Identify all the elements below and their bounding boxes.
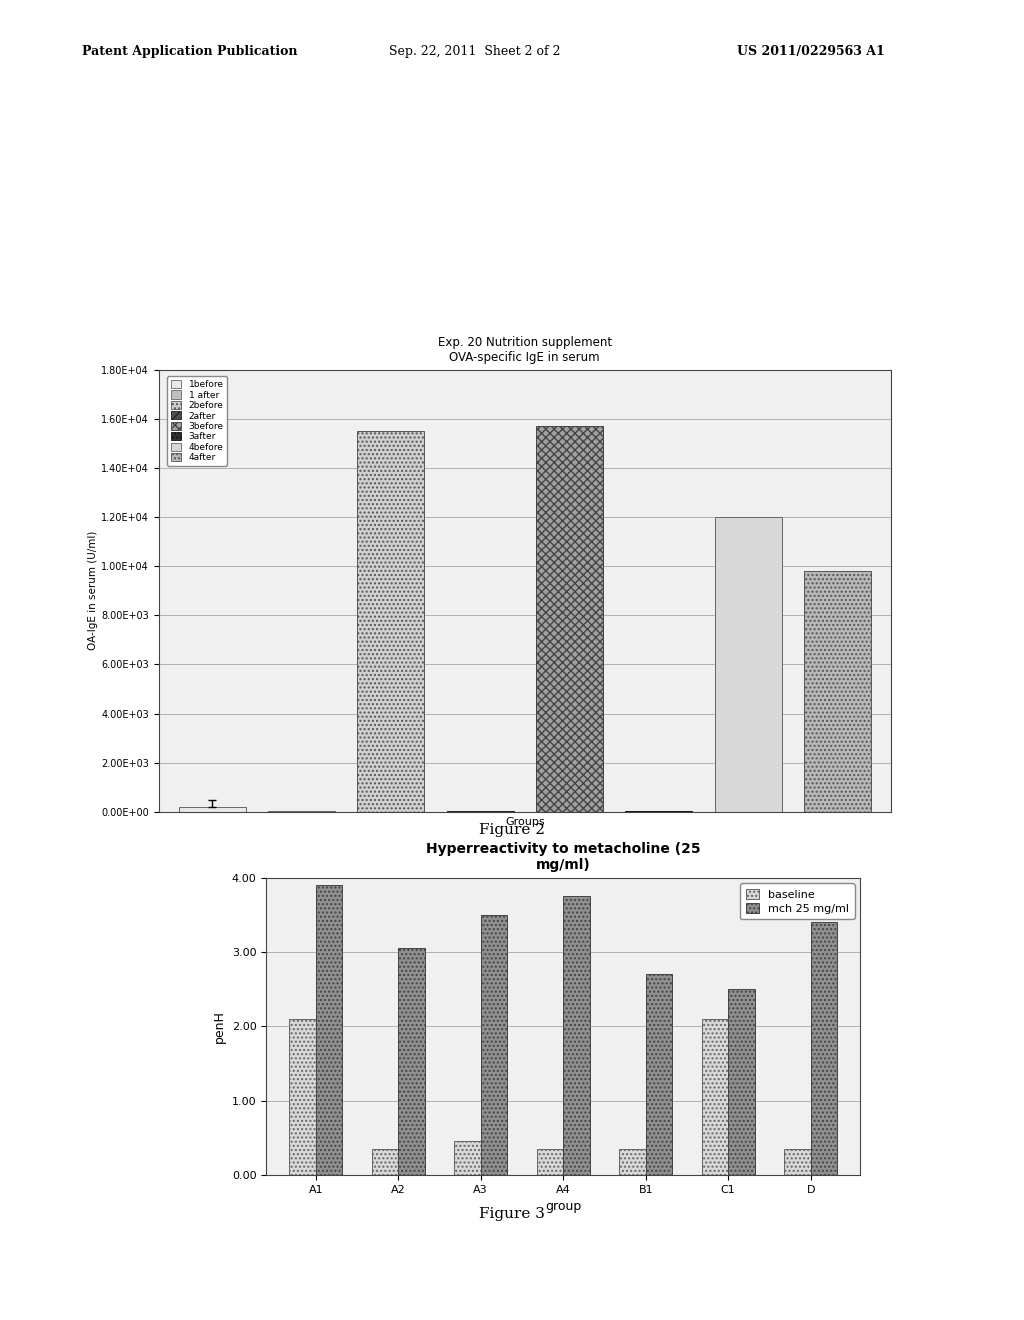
Y-axis label: penH: penH (213, 1010, 226, 1043)
Bar (455, 1142, 480, 1175)
Legend: baseline, mch 25 mg/ml: baseline, mch 25 mg/ml (740, 883, 855, 919)
Bar (537, 1148, 563, 1175)
Text: US 2011/0229563 A1: US 2011/0229563 A1 (737, 45, 885, 58)
Bar (536, 426, 603, 812)
Text: Figure 2: Figure 2 (479, 824, 545, 837)
Text: Sep. 22, 2011  Sheet 2 of 2: Sep. 22, 2011 Sheet 2 of 2 (389, 45, 560, 58)
Bar (804, 572, 870, 812)
Bar (728, 989, 755, 1175)
Y-axis label: OA-IgE in serum (U/ml): OA-IgE in serum (U/ml) (88, 531, 98, 651)
Title: Hyperreactivity to metacholine (25
mg/ml): Hyperreactivity to metacholine (25 mg/ml… (426, 842, 700, 873)
X-axis label: Groups: Groups (505, 817, 545, 828)
Text: Figure 3: Figure 3 (479, 1208, 545, 1221)
Text: Patent Application Publication: Patent Application Publication (82, 45, 297, 58)
Bar (563, 896, 590, 1175)
Title: Exp. 20 Nutrition supplement
OVA-specific IgE in serum: Exp. 20 Nutrition supplement OVA-specifi… (437, 337, 612, 364)
X-axis label: group: group (545, 1200, 582, 1213)
Bar (715, 517, 781, 812)
Bar (179, 807, 246, 812)
Legend: 1before, 1 after, 2before, 2after, 3before, 3after, 4before, 4after: 1before, 1 after, 2before, 2after, 3befo… (167, 376, 227, 466)
Bar (372, 1148, 398, 1175)
Bar (480, 915, 507, 1175)
Bar (811, 923, 837, 1175)
Bar (290, 1019, 315, 1175)
Bar (357, 432, 424, 812)
Bar (315, 886, 342, 1175)
Bar (398, 948, 425, 1175)
Bar (701, 1019, 728, 1175)
Bar (784, 1148, 811, 1175)
Bar (620, 1148, 646, 1175)
Bar (646, 974, 672, 1175)
